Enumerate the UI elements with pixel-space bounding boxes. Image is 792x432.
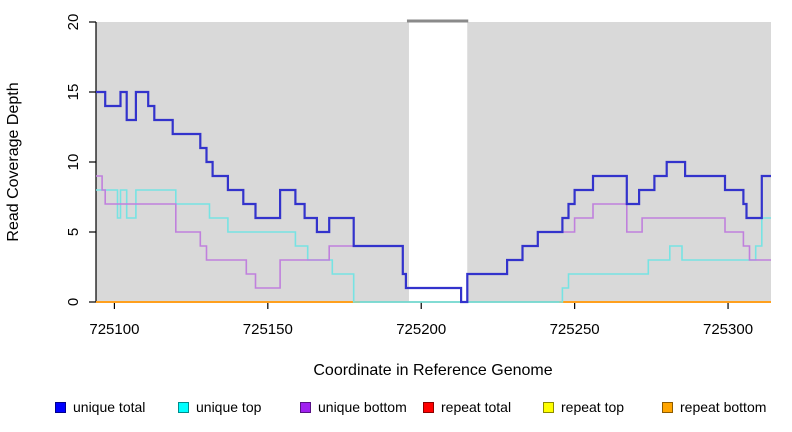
legend-label-repeat-top: repeat top: [561, 399, 625, 415]
legend-item-unique-total: unique total: [55, 399, 145, 415]
legend-item-repeat-top: repeat top: [543, 399, 624, 415]
legend-item-repeat-bottom: repeat bottom: [662, 399, 766, 415]
legend: unique total unique top unique bottom re…: [0, 399, 792, 421]
y-tick-label: 10: [65, 154, 82, 171]
legend-swatch-unique-top: [178, 401, 189, 413]
y-axis-label: Read Coverage Depth: [5, 82, 22, 241]
legend-label-repeat-bottom: repeat bottom: [680, 399, 767, 415]
x-tick-label: 725300: [703, 321, 753, 338]
shaded-region-0: [96, 22, 409, 302]
y-tick-label: 20: [65, 14, 82, 31]
legend-label-unique-top: unique top: [196, 399, 262, 415]
shaded-region-1: [467, 22, 771, 302]
x-tick-label: 725150: [243, 321, 293, 338]
legend-label-unique-total: unique total: [73, 399, 146, 415]
x-tick-label: 725100: [89, 321, 139, 338]
plot-layers: 725100 725150 725200 725250 725300 0 5 10 15 20: [65, 14, 771, 338]
x-axis-label: Coordinate in Reference Genome: [313, 362, 552, 379]
legend-swatch-unique-bottom: [300, 401, 311, 413]
x-tick-label: 725200: [396, 321, 446, 338]
legend-item-unique-bottom: unique bottom: [300, 399, 407, 415]
legend-swatch-repeat-top: [543, 401, 554, 413]
legend-swatch-repeat-bottom: [662, 401, 673, 413]
y-tick-label: 0: [65, 298, 82, 306]
legend-label-repeat-total: repeat total: [441, 399, 512, 415]
legend-swatch-repeat-total: [423, 401, 434, 413]
legend-item-repeat-total: repeat total: [423, 399, 511, 415]
legend-swatch-unique-total: [55, 401, 66, 413]
y-tick-label: 5: [65, 228, 82, 236]
series-line-unique-total: [96, 90, 771, 304]
legend-item-unique-top: unique top: [178, 399, 261, 415]
y-tick-label: 15: [65, 84, 82, 101]
x-tick-label: 725250: [550, 321, 600, 338]
coverage-plot: 725100 725150 725200 725250 725300 0 5 10 15 20 R…: [5, 14, 771, 379]
legend-label-unique-bottom: unique bottom: [318, 399, 407, 415]
